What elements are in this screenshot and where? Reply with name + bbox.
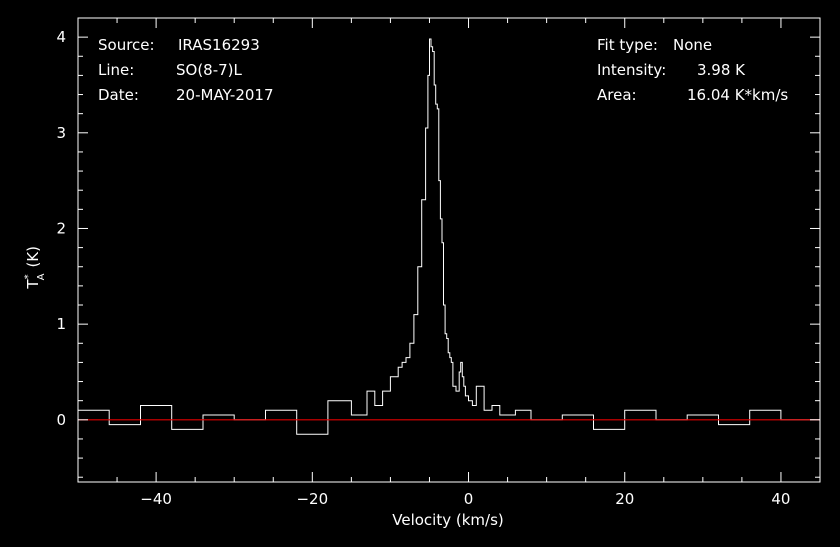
fit-type-value: None xyxy=(673,36,712,54)
y-tick-label: 4 xyxy=(56,28,66,46)
y-axis-label-main: T xyxy=(24,279,42,290)
intensity-label: Intensity: xyxy=(597,61,666,79)
y-axis-label-sub: A xyxy=(36,273,47,280)
line-label: Line: xyxy=(98,61,134,79)
spectrum-layer xyxy=(78,38,821,435)
y-axis-label-unit: (K) xyxy=(24,246,42,268)
y-axis-label: T* A (K) xyxy=(23,246,47,290)
date-value: 20-MAY-2017 xyxy=(176,86,274,104)
area-value: 16.04 K*km/s xyxy=(687,86,788,104)
y-tick-label: 3 xyxy=(56,124,66,142)
y-tick-label: 0 xyxy=(56,411,66,429)
area-label: Area: xyxy=(597,86,637,104)
x-tick-label: 20 xyxy=(615,490,634,508)
intensity-value: 3.98 K xyxy=(697,61,746,79)
date-label: Date: xyxy=(98,86,139,104)
fit-type-label: Fit type: xyxy=(597,36,658,54)
y-tick-label: 2 xyxy=(56,219,66,237)
plot-frame xyxy=(77,17,821,483)
svg-text:T*A(K): T* A (K) xyxy=(23,246,47,290)
x-tick-label: 0 xyxy=(464,490,474,508)
y-tick-label: 1 xyxy=(56,315,66,333)
x-tick-label: −20 xyxy=(296,490,328,508)
x-tick-label: 40 xyxy=(771,490,790,508)
x-tick-label: −40 xyxy=(140,490,172,508)
y-axis-label-star: * xyxy=(23,274,34,279)
source-value: IRAS16293 xyxy=(178,36,260,54)
source-label: Source: xyxy=(98,36,155,54)
spectrum-series-0 xyxy=(78,38,821,435)
ticks-layer: −40 −20 0 20 40 0 1 2 3 4 xyxy=(56,17,821,508)
line-value: SO(8-7)L xyxy=(176,61,243,79)
x-axis-label: Velocity (km/s) xyxy=(392,511,503,529)
